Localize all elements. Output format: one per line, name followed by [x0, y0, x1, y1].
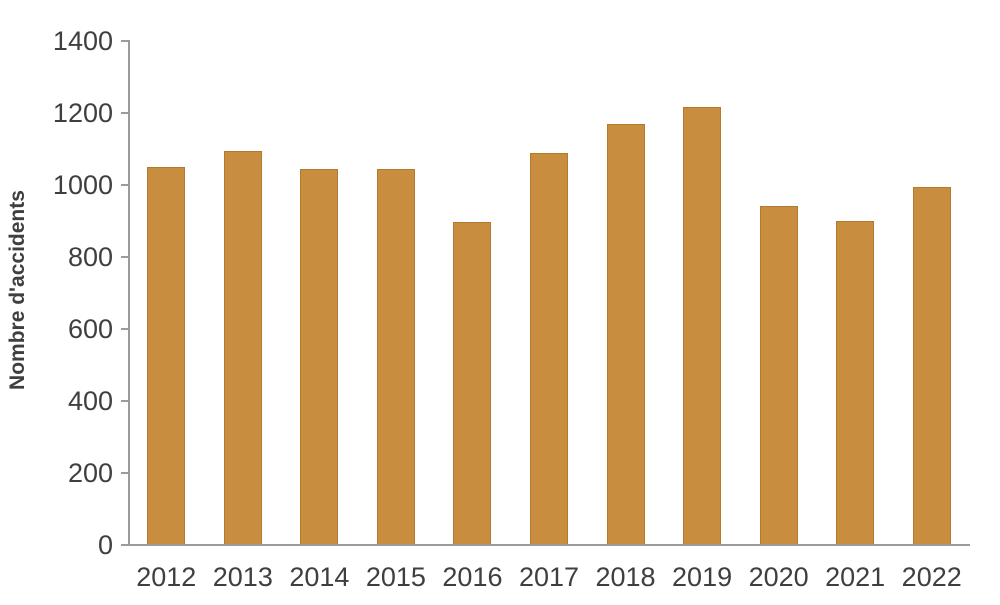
bar-2019 [683, 106, 722, 544]
bar-2012 [147, 166, 186, 544]
y-axis-tick-label: 1000 [52, 170, 113, 200]
x-axis-label-2019: 2019 [672, 562, 733, 592]
x-axis-label-2022: 2022 [901, 562, 962, 592]
y-axis-line [128, 40, 130, 546]
x-axis-label-2014: 2014 [289, 562, 350, 592]
bar-2020 [759, 205, 798, 544]
x-axis-label-2016: 2016 [442, 562, 503, 592]
y-axis-tick [121, 256, 128, 258]
y-axis-tick-label: 800 [67, 242, 113, 272]
y-axis-tick-label: 400 [67, 386, 113, 416]
y-axis-tick [121, 184, 128, 186]
y-axis-tick-label: 1400 [52, 26, 113, 56]
x-axis-label-2021: 2021 [825, 562, 886, 592]
x-axis-line [121, 544, 970, 546]
y-axis-tick-label: 600 [67, 314, 113, 344]
y-axis-tick-label: 0 [97, 530, 113, 560]
y-axis-tick-label: 1200 [52, 98, 113, 128]
x-axis-label-2015: 2015 [365, 562, 426, 592]
x-axis-label-2020: 2020 [748, 562, 809, 592]
bar-2013 [223, 150, 262, 544]
x-axis-label-2013: 2013 [212, 562, 273, 592]
x-axis-label-2012: 2012 [136, 562, 197, 592]
x-axis-label-2017: 2017 [518, 562, 580, 592]
bar-2021 [836, 221, 875, 544]
y-axis-tick [121, 112, 128, 114]
y-axis-tick [121, 40, 128, 42]
y-axis-tick [121, 400, 128, 402]
bar-2017 [530, 152, 568, 544]
bar-2022 [912, 186, 951, 544]
x-axis-label-2018: 2018 [595, 562, 656, 592]
bar-2015 [376, 168, 415, 544]
bar-2014 [300, 168, 339, 544]
y-axis-tick-label: 200 [67, 458, 113, 488]
y-axis-tick [121, 472, 128, 474]
bar-2018 [606, 123, 645, 544]
bar-2016 [453, 221, 492, 544]
y-axis-tick [121, 328, 128, 330]
